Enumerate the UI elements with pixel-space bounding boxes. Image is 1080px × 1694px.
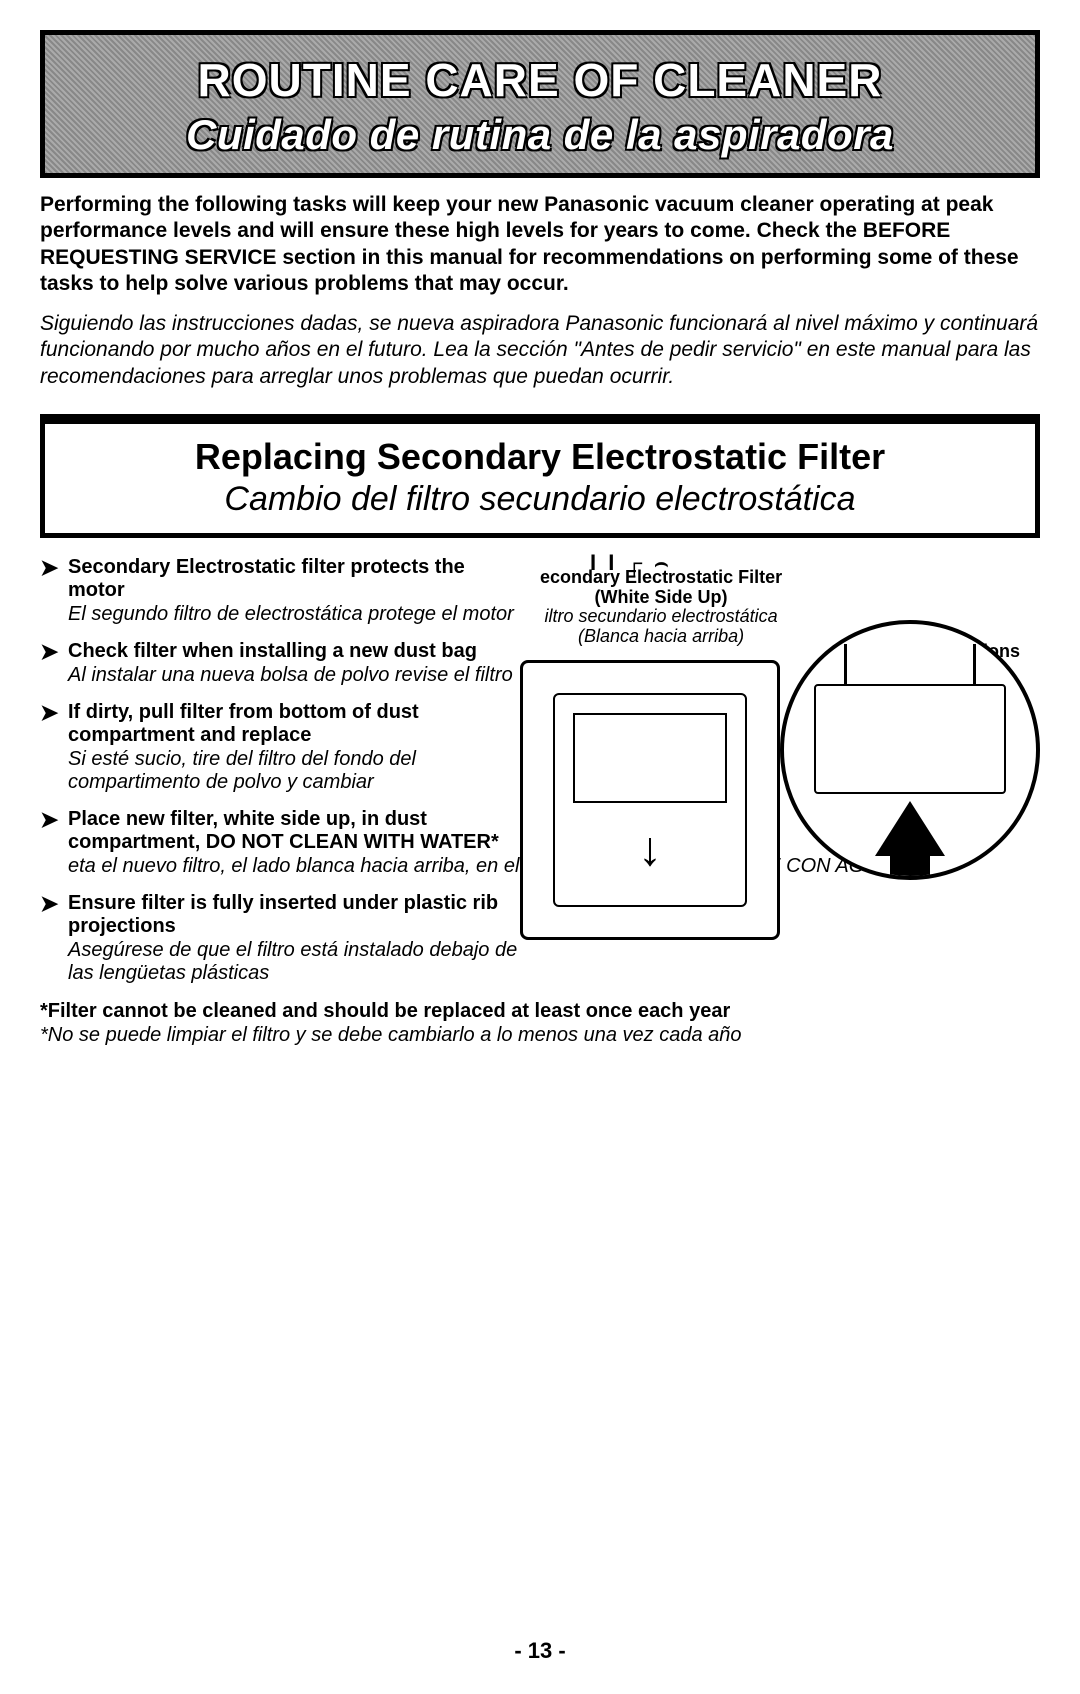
bullet-es: Asegúrese de que el filtro está instalad… [68,939,520,985]
diagram-label-en-sub: (White Side Up) [540,588,782,608]
bullet-arrow-icon: ➤ [40,701,68,794]
footnote-en: *Filter cannot be cleaned and should be … [40,999,1040,1023]
banner-title-es: Cuidado de rutina de la aspiradora [55,111,1025,159]
bullet-item: ➤ Secondary Electrostatic filter protect… [40,556,520,626]
bullet-en: Ensure filter is fully inserted under pl… [68,892,520,938]
diagram-detail-circle [780,620,1040,880]
diagram-filter-tray [814,684,1006,794]
up-arrow-icon [875,801,945,856]
diagram-vacuum-body: ↓ [520,660,780,940]
footnote: *Filter cannot be cleaned and should be … [40,999,1040,1047]
section-title-en: Replacing Secondary Electrostatic Filter [53,436,1027,478]
bullet-es: Al instalar una nueva bolsa de polvo rev… [68,664,520,687]
content-area: ➤ Secondary Electrostatic filter protect… [40,556,1040,1116]
banner-header: ROUTINE CARE OF CLEANER Cuidado de rutin… [40,30,1040,178]
bullet-item: ➤ Check filter when installing a new dus… [40,640,520,687]
bullet-en: Check filter when installing a new dust … [68,640,520,663]
bullet-list: ➤ Secondary Electrostatic filter protect… [40,556,520,985]
bullet-item: ➤ Place new filter, white side up, in du… [40,808,520,878]
section-header-box: Replacing Secondary Electrostatic Filter… [40,414,1040,538]
bullet-arrow-icon: ➤ [40,640,68,687]
section-title-es: Cambio del filtro secundario electrostát… [53,480,1027,519]
diagram-label-es: iltro secundario electrostática [540,607,782,627]
bullet-es: Si esté sucio, tire del filtro del fondo… [68,748,520,794]
bullet-arrow-icon: ➤ [40,892,68,985]
page-number: - 13 - [0,1638,1080,1664]
bullet-arrow-icon: ➤ [40,556,68,626]
diagram-label-filter: econdary Electrostatic Filter (White Sid… [540,568,782,647]
bullet-item: ➤ Ensure filter is fully inserted under … [40,892,520,985]
filter-diagram: I I ┌ ⌢ econdary Electrostatic Filter (W… [510,550,1040,950]
bullet-item: ➤ If dirty, pull filter from bottom of d… [40,701,520,794]
bullet-en: Secondary Electrostatic filter protects … [68,556,520,602]
bullet-en: Place new filter, white side up, in dust… [68,808,508,854]
diagram-rib-lines [844,644,976,684]
bullet-en: If dirty, pull filter from bottom of dus… [68,701,520,747]
intro-paragraph-es: Siguiendo las instrucciones dadas, se nu… [40,311,1040,390]
diagram-filter-slot [573,713,727,803]
diagram-label-es-sub: (Blanca hacia arriba) [540,627,782,647]
banner-title-en: ROUTINE CARE OF CLEANER [55,53,1025,107]
intro-paragraph-en: Performing the following tasks will keep… [40,192,1040,297]
bullet-es: El segundo filtro de electrostática prot… [68,603,520,626]
diagram-label-en: econdary Electrostatic Filter [540,568,782,588]
bullet-arrow-icon: ➤ [40,808,68,878]
footnote-es: *No se puede limpiar el filtro y se debe… [40,1023,1040,1047]
down-arrow-icon: ↓ [638,822,662,877]
